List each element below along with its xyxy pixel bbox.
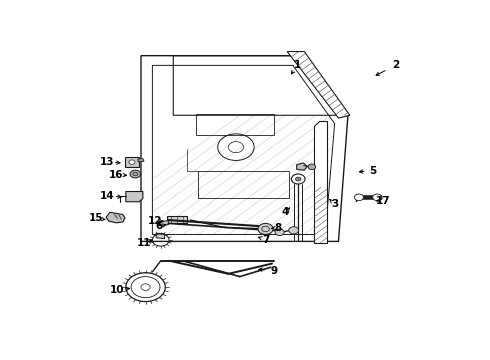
Polygon shape bbox=[125, 157, 139, 167]
Polygon shape bbox=[106, 212, 125, 223]
Circle shape bbox=[372, 194, 382, 201]
Polygon shape bbox=[297, 163, 307, 170]
Text: 3: 3 bbox=[331, 199, 338, 209]
Circle shape bbox=[258, 223, 273, 234]
Text: 17: 17 bbox=[376, 196, 391, 206]
Polygon shape bbox=[138, 158, 144, 162]
Polygon shape bbox=[173, 56, 348, 115]
Text: 4: 4 bbox=[282, 207, 289, 217]
Text: 2: 2 bbox=[392, 60, 399, 70]
Circle shape bbox=[354, 194, 364, 201]
Polygon shape bbox=[159, 221, 169, 226]
Circle shape bbox=[129, 160, 135, 164]
Text: 8: 8 bbox=[274, 222, 281, 233]
Circle shape bbox=[308, 164, 316, 170]
Text: 10: 10 bbox=[110, 285, 124, 296]
Circle shape bbox=[130, 170, 141, 178]
Circle shape bbox=[295, 177, 301, 181]
Polygon shape bbox=[156, 233, 165, 239]
Text: 1: 1 bbox=[294, 60, 301, 70]
Polygon shape bbox=[314, 121, 327, 243]
Circle shape bbox=[275, 229, 284, 235]
Text: 12: 12 bbox=[148, 216, 163, 226]
Polygon shape bbox=[167, 216, 187, 223]
Circle shape bbox=[289, 227, 298, 234]
Text: 14: 14 bbox=[100, 191, 115, 201]
Text: 11: 11 bbox=[137, 238, 151, 248]
Text: 5: 5 bbox=[369, 166, 376, 176]
Text: 6: 6 bbox=[156, 221, 163, 231]
Text: 7: 7 bbox=[263, 235, 270, 245]
Polygon shape bbox=[287, 51, 350, 118]
Text: 15: 15 bbox=[89, 213, 103, 224]
Text: 13: 13 bbox=[99, 157, 114, 167]
Text: 9: 9 bbox=[270, 266, 277, 275]
Polygon shape bbox=[126, 192, 143, 202]
Text: 16: 16 bbox=[109, 170, 123, 180]
